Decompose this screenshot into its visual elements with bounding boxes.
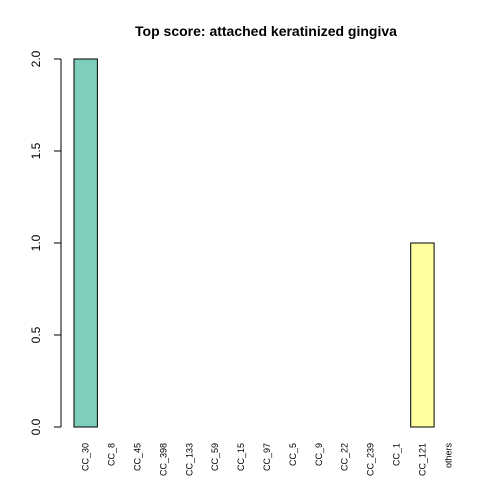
- y-tick-label: 0.5: [29, 326, 43, 343]
- bars-group: [73, 58, 435, 428]
- x-tick-label: CC_30: [81, 443, 91, 471]
- y-tick-label: 0.0: [29, 418, 43, 435]
- y-tick-label: 2.0: [29, 50, 43, 67]
- x-tick-label: CC_1: [392, 443, 402, 466]
- x-tick-label: others: [443, 443, 453, 469]
- x-axis-labels: CC_30 CC_8 CC_45 CC_398 CC_133 CC_59 CC_15 CC_9…: [81, 443, 454, 477]
- y-tick-label: 1.0: [29, 234, 43, 251]
- x-tick-label: CC_5: [288, 443, 298, 466]
- y-axis: 0.0 0.5 1.0 1.5 2.0: [29, 50, 62, 435]
- chart-title: Top score: attached keratinized gingiva: [135, 23, 397, 39]
- x-tick-label: CC_22: [340, 443, 350, 471]
- x-tick-label: CC_15: [236, 443, 246, 471]
- bar-cc-30: [73, 58, 98, 428]
- x-tick-label: CC_239: [366, 443, 376, 476]
- bar-cc-121: [410, 242, 435, 428]
- x-tick-label: CC_59: [210, 443, 220, 471]
- x-tick-label: CC_45: [133, 443, 143, 471]
- x-tick-label: CC_9: [314, 443, 324, 466]
- x-tick-label: CC_8: [107, 443, 117, 466]
- x-tick-label: CC_133: [184, 443, 194, 476]
- x-tick-label: CC_398: [158, 443, 168, 476]
- x-tick-label: CC_97: [262, 443, 272, 471]
- x-tick-label: CC_121: [417, 443, 427, 476]
- y-tick-label: 1.5: [29, 142, 43, 159]
